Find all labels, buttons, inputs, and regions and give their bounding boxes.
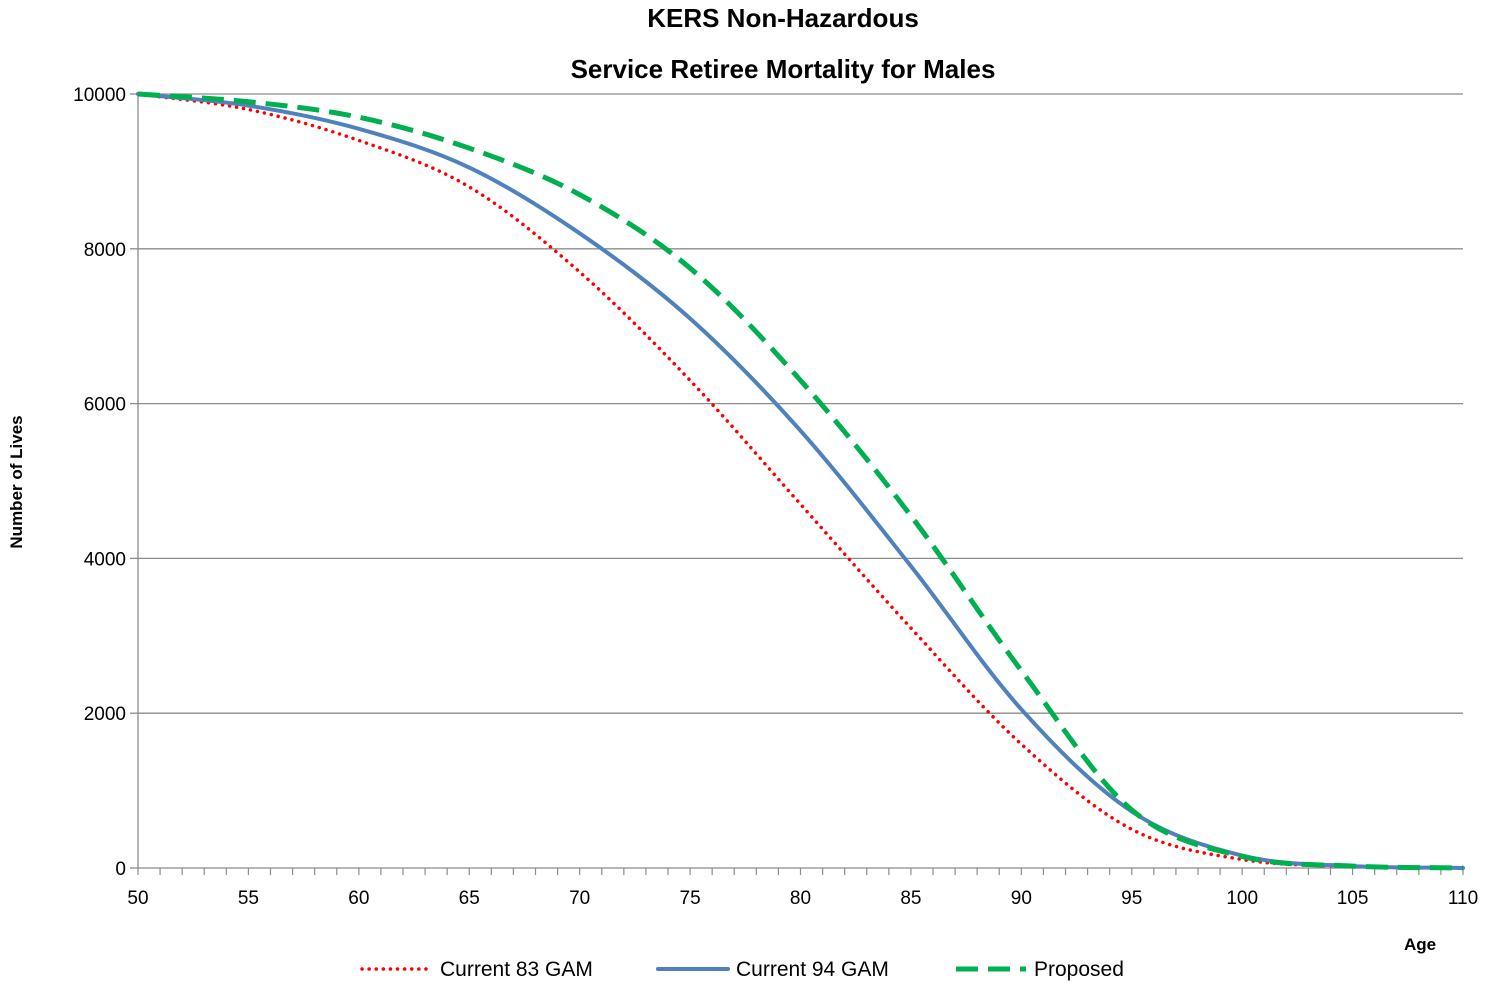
y-tick-label: 6000	[84, 395, 126, 416]
y-tick-label: 4000	[84, 549, 126, 570]
x-tick-label: 85	[900, 888, 921, 909]
x-tick-label: 95	[1121, 888, 1142, 909]
x-tick-label: 55	[238, 888, 259, 909]
series-line-current-83-gam	[136, 92, 1465, 870]
series-lines	[136, 91, 1465, 871]
legend-label-current-94-gam: Current 94 GAM	[736, 958, 889, 981]
x-axis-title: Age	[1404, 935, 1436, 954]
axes	[130, 93, 1464, 875]
gridlines	[138, 93, 1463, 714]
x-tick-label: 65	[459, 888, 480, 909]
chart-title-line2: Service Retiree Mortality for Males	[571, 54, 996, 84]
series-line-proposed	[137, 91, 1464, 871]
x-tick-label: 75	[680, 888, 701, 909]
y-tick-label: 8000	[84, 240, 126, 261]
x-tick-labels: 50 55 60 65 70 75 80 85 90 95 100 105 110	[127, 888, 1478, 909]
x-tick-label: 100	[1226, 888, 1258, 909]
x-tick-label: 110	[1448, 888, 1478, 909]
y-tick-labels: 0 2000 4000 6000 8000 10000	[73, 85, 126, 880]
x-tick-label: 60	[348, 888, 369, 909]
y-tick-label: 2000	[84, 704, 126, 725]
x-tick-label: 80	[790, 888, 811, 909]
legend-label-current-83-gam: Current 83 GAM	[440, 958, 593, 981]
legend-label-proposed: Proposed	[1034, 958, 1124, 981]
x-tick-label: 70	[569, 888, 590, 909]
y-axis-title: Number of Lives	[7, 415, 26, 548]
legend: Current 83 GAM Current 94 GAM Proposed	[360, 958, 1124, 981]
y-tick-label: 0	[115, 859, 126, 880]
series-line-current-94-gam	[136, 92, 1465, 870]
x-tick-label: 105	[1337, 888, 1369, 909]
x-tick-label: 90	[1011, 888, 1032, 909]
y-tick-label: 10000	[73, 85, 126, 106]
chart-title-line1: KERS Non-Hazardous	[647, 3, 919, 33]
x-tick-label: 50	[127, 888, 148, 909]
